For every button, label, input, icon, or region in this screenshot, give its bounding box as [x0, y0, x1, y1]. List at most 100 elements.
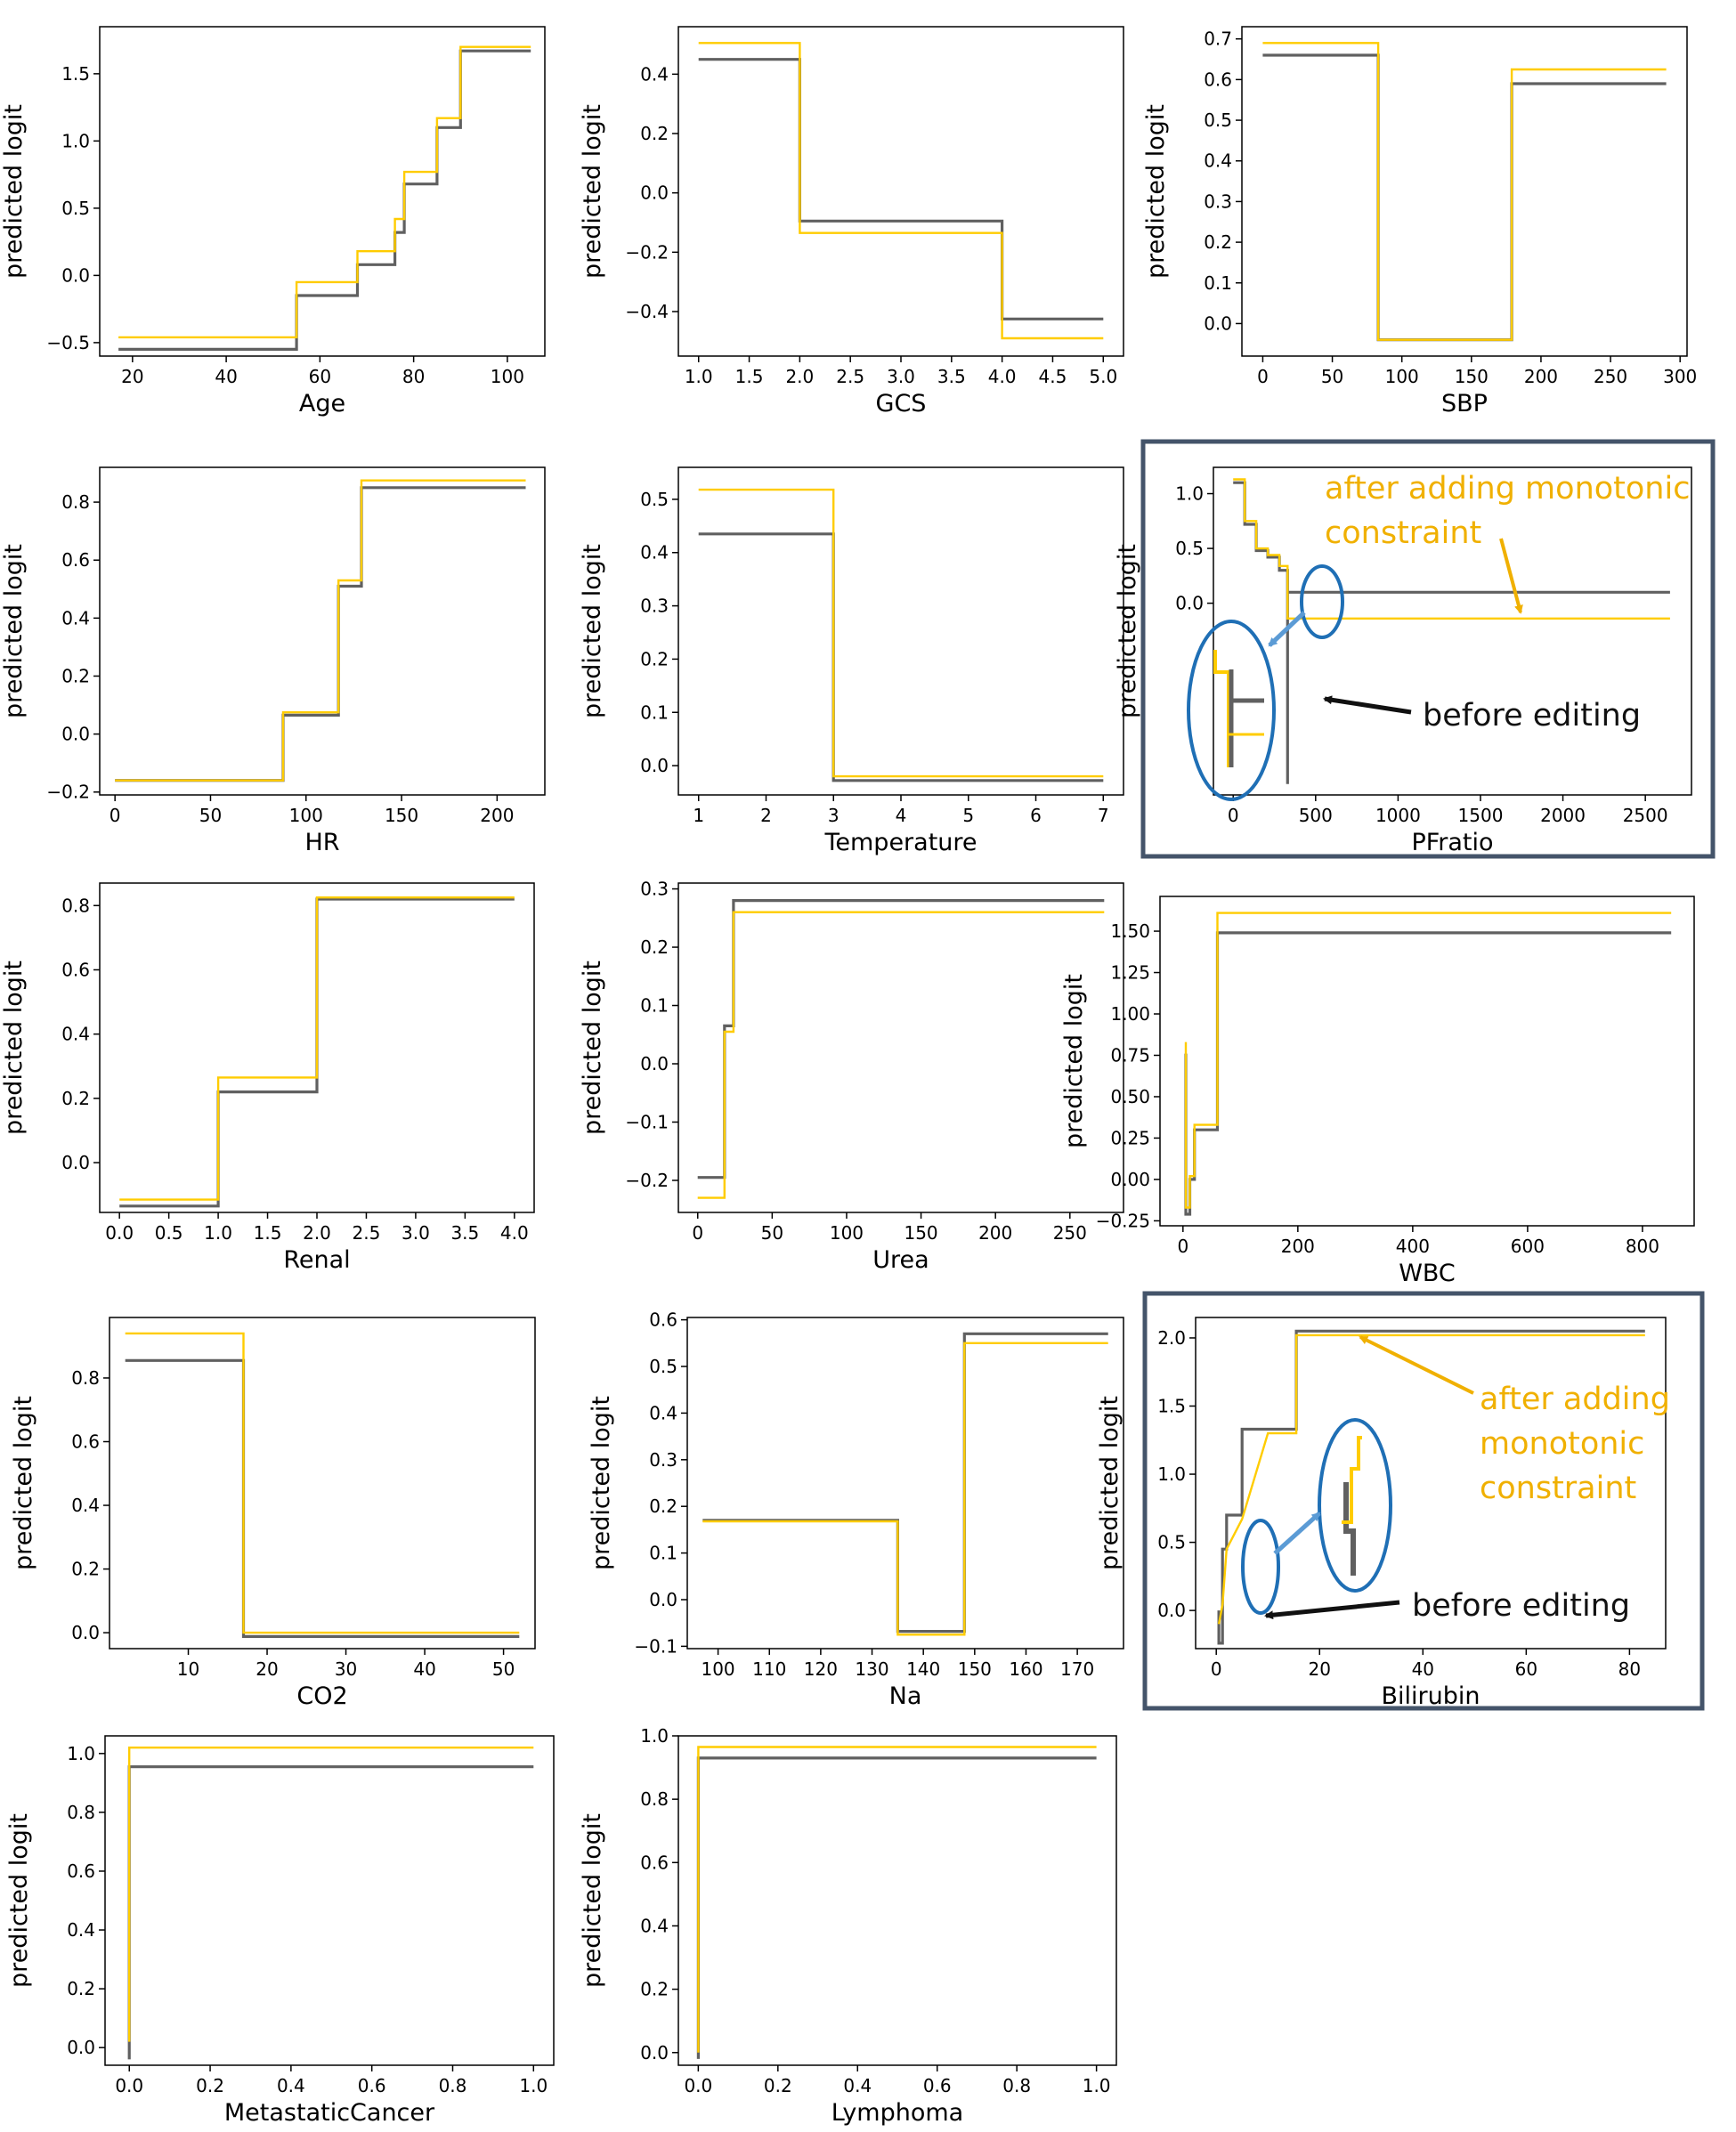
y-tick-label: 1.50 — [1110, 920, 1150, 942]
y-tick-label: 0.6 — [61, 549, 90, 571]
axes-frame-hr — [99, 466, 546, 796]
chart-temperature: 1 2 3 4 5 6 7 0.0 0.1 0.2 0.3 0.4 0.5 Temperature pred… — [579, 466, 1124, 856]
x-tick-label: 120 — [804, 1658, 838, 1680]
x-tick-label: 0.8 — [1002, 2075, 1031, 2096]
x-axis-label: SBP — [1441, 390, 1488, 417]
chart-urea: 0 50 100 150 200 250 −0.2 −0.1 0.0 0.1 0.2 0.3 Urea p… — [579, 879, 1124, 1274]
series-after-sbp — [1262, 42, 1667, 341]
highlight-box-bilirubin — [1142, 1291, 1705, 1711]
y-tick-label: 0.4 — [640, 542, 669, 563]
series-before-gcs — [698, 58, 1104, 320]
y-tick-label: 0.4 — [1204, 150, 1232, 172]
y-tick-label: 0.1 — [649, 1543, 677, 1564]
y-tick-label: 0.25 — [1110, 1127, 1150, 1148]
axes-frame-urea — [677, 882, 1124, 1213]
y-tick-label: 1.0 — [1175, 483, 1204, 505]
annotation-after-bilirubin: after adding — [1480, 1382, 1670, 1417]
y-tick-label: 0.4 — [640, 63, 669, 85]
x-tick-label: 1 — [693, 805, 704, 826]
x-tick-label: 3.5 — [450, 1222, 479, 1244]
arrow-before-pfratio — [1323, 695, 1412, 715]
x-tick-label: 50 — [199, 805, 222, 826]
x-tick-label: 160 — [1009, 1658, 1042, 1680]
y-tick-label: 0.0 — [640, 2042, 669, 2063]
y-tick-label: 1.5 — [61, 63, 90, 85]
y-tick-label: 0.0 — [61, 724, 90, 745]
y-axis-label: predicted logit — [579, 104, 606, 279]
x-tick-label: 5.0 — [1089, 366, 1117, 387]
y-tick-label: 0.2 — [61, 1088, 90, 1109]
arrow-before-bilirubin — [1264, 1600, 1400, 1620]
y-tick-label: −0.2 — [46, 782, 90, 803]
series-after-renal — [119, 896, 515, 1201]
y-tick-label: 0.3 — [649, 1449, 677, 1471]
chart-na: 100 110 120 130 140 150 160 170 −0.1 0.0 0.1 0.2 0.3… — [588, 1309, 1124, 1710]
x-tick-label: 4.5 — [1039, 366, 1067, 387]
x-tick-label: 100 — [491, 366, 524, 387]
x-tick-label: 1000 — [1375, 805, 1421, 826]
series-after-urea — [697, 911, 1105, 1199]
annotation-after-bilirubin-line2: monotonic — [1480, 1426, 1644, 1462]
x-axis-label: Urea — [872, 1246, 929, 1274]
x-tick-label: 100 — [289, 805, 323, 826]
y-tick-label: −0.4 — [625, 301, 669, 322]
y-tick-label: −0.25 — [1096, 1210, 1150, 1231]
x-tick-label: 1.0 — [519, 2075, 548, 2096]
y-axis-label: predicted logit — [0, 961, 28, 1135]
annotation-after-pfratio: after adding monotonic — [1325, 471, 1690, 507]
y-tick-label: 0.2 — [1204, 231, 1232, 253]
series-after-co2 — [125, 1332, 520, 1634]
series-after-bilirubin — [1217, 1334, 1645, 1625]
series-before-metastaticcancer — [127, 1765, 534, 2060]
annotation-before-pfratio: before editing — [1423, 698, 1641, 734]
x-tick-label: 140 — [906, 1658, 940, 1680]
series-before-temperature — [698, 532, 1104, 782]
x-tick-label: 2500 — [1623, 805, 1668, 826]
y-tick-label: 0.2 — [649, 1496, 677, 1517]
chart-lymphoma: 0.0 0.2 0.4 0.6 0.8 1.0 0.0 0.2 0.4 0.6 0.8 1.0 Lymp… — [579, 1725, 1117, 2127]
inset-after-pfratio — [1213, 650, 1230, 767]
x-tick-label: 4.0 — [988, 366, 1017, 387]
axes-frame-na — [686, 1317, 1124, 1650]
x-tick-label: 0.8 — [439, 2075, 467, 2096]
x-tick-label: 60 — [1515, 1658, 1537, 1680]
y-tick-label: 0.3 — [640, 879, 669, 900]
y-tick-label: 0.5 — [1175, 538, 1204, 559]
y-tick-label: 0.6 — [649, 1309, 677, 1331]
x-tick-label: 10 — [177, 1658, 199, 1680]
y-tick-label: 1.25 — [1110, 962, 1150, 984]
y-tick-label: 0.8 — [67, 1802, 95, 1823]
y-tick-label: 0.7 — [1204, 28, 1232, 50]
axes-frame-lymphoma — [677, 1735, 1117, 2066]
y-tick-label: 1.00 — [1110, 1003, 1150, 1025]
series-before-pfratio — [1233, 481, 1670, 784]
x-tick-label: 0.0 — [115, 2075, 143, 2096]
y-tick-label: 0.4 — [649, 1402, 677, 1423]
series-after-pfratio — [1233, 478, 1670, 620]
chart-age: 20 40 60 80 100 −0.5 0.0 0.5 1.0 1.5 Age predicted … — [0, 26, 546, 417]
x-axis-label: CO2 — [296, 1682, 347, 1710]
x-tick-label: 50 — [1321, 366, 1343, 387]
y-tick-label: 0.8 — [640, 1788, 669, 1810]
x-axis-label: HR — [304, 829, 339, 856]
series-after-temperature — [698, 488, 1104, 778]
x-tick-label: 3.5 — [937, 366, 966, 387]
circle-small-pfratio — [1300, 564, 1344, 639]
y-tick-label: 0.0 — [67, 2037, 95, 2058]
series-after-na — [702, 1342, 1108, 1636]
x-tick-label: 0 — [1211, 1658, 1222, 1680]
series-before-hr — [115, 486, 526, 782]
y-tick-label: 0.0 — [61, 1152, 90, 1173]
x-tick-label: 0 — [692, 1222, 703, 1244]
x-tick-label: 0.2 — [764, 2075, 792, 2096]
x-tick-label: 1.5 — [735, 366, 764, 387]
chart-gcs: 1.0 1.5 2.0 2.5 3.0 3.5 4.0 4.5 5.0 −0.4 −0.2 0.0 0.… — [579, 26, 1124, 417]
x-tick-label: 100 — [830, 1222, 864, 1244]
series-before-urea — [697, 898, 1105, 1179]
chart-pfratio: 0 500 1000 1500 2000 2500 0.0 0.5 1.0 PFratio pred… — [1114, 466, 1692, 856]
y-tick-label: 0.50 — [1110, 1086, 1150, 1107]
x-tick-label: 2.0 — [303, 1222, 331, 1244]
annotation-after-bilirubin-line3: constraint — [1480, 1471, 1636, 1506]
y-tick-label: 0.2 — [67, 1978, 95, 1999]
